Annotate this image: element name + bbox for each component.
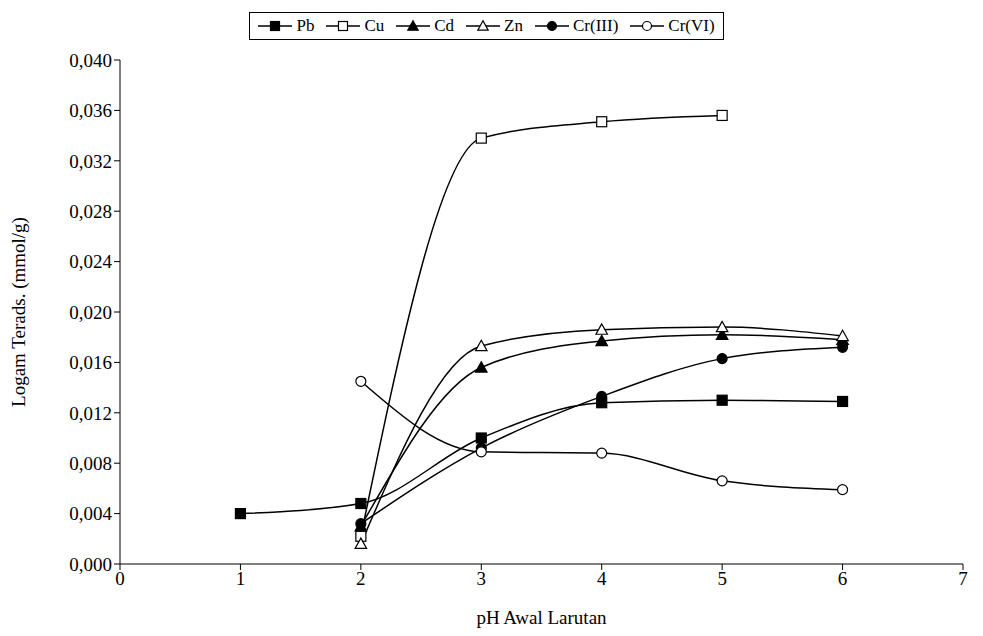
svg-text:4: 4 — [597, 568, 607, 589]
svg-text:6: 6 — [838, 568, 848, 589]
html-text:Cu: Cu — [364, 16, 385, 35]
svg-text:0,024: 0,024 — [69, 251, 112, 272]
html-text:Cr(III): Cr(III) — [573, 16, 619, 35]
svg-text:0,008: 0,008 — [69, 453, 112, 474]
svg-text:1: 1 — [236, 568, 246, 589]
svg-text:pH Awal Larutan: pH Awal Larutan — [476, 607, 607, 628]
svg-text:0,028: 0,028 — [69, 201, 112, 222]
svg-text:0,020: 0,020 — [69, 302, 112, 323]
html-text:Cd: Cd — [434, 16, 455, 35]
svg-text:7: 7 — [958, 568, 968, 589]
html-text:Pb: Pb — [296, 16, 315, 35]
html-text:Zn: Zn — [504, 16, 523, 35]
svg-text:0,004: 0,004 — [69, 503, 112, 524]
svg-text:0,032: 0,032 — [69, 151, 112, 172]
svg-text:2: 2 — [356, 568, 366, 589]
html-text:Cr(VI): Cr(VI) — [668, 16, 715, 35]
svg-text:3: 3 — [477, 568, 487, 589]
svg-text:0,040: 0,040 — [69, 50, 112, 71]
svg-text:0,016: 0,016 — [69, 352, 112, 373]
svg-text:0,012: 0,012 — [69, 403, 112, 424]
svg-text:0,000: 0,000 — [69, 554, 112, 575]
svg-text:Logam Terads. (mmol/g): Logam Terads. (mmol/g) — [8, 217, 30, 407]
svg-text:0,036: 0,036 — [69, 100, 112, 121]
svg-text:5: 5 — [717, 568, 727, 589]
svg-text:0: 0 — [115, 568, 125, 589]
